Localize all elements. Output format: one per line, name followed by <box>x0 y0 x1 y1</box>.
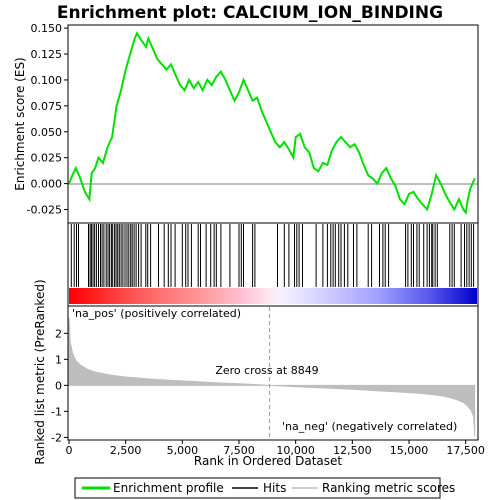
es-y-axis: -0.025 0.000 0.025 0.050 0.075 0.100 0.125 0.15… <box>27 22 68 217</box>
chart-title: Enrichment plot: CALCIUM_ION_BINDING <box>57 3 443 23</box>
x-tick-label: 5,000 <box>167 444 199 457</box>
x-tick-label: 17,500 <box>446 444 485 457</box>
es-plot-frame <box>67 24 479 224</box>
es-y-tick-label: 0.150 <box>31 22 63 35</box>
positive-correlation-label: 'na_pos' (positively correlated) <box>72 307 241 320</box>
hits-panel <box>67 222 479 307</box>
ranking-metric-area <box>68 317 476 437</box>
legend-label-ranking-metric: Ranking metric scores <box>322 481 455 495</box>
es-y-tick-label: 0.075 <box>31 100 63 113</box>
es-panel: -0.025 0.000 0.025 0.050 0.075 0.100 0.125 0.15… <box>27 22 479 224</box>
metric-y-tick-label: 2 <box>55 327 62 340</box>
es-y-tick-label: 0.025 <box>31 152 63 165</box>
metric-y-axis: -2 -1 0 1 2 <box>51 327 68 444</box>
x-axis-title: Rank in Ordered Dataset <box>194 454 342 468</box>
x-axis: 0 2,500 5,000 7,500 10,000 12,500 15,000 17,500 <box>66 440 485 457</box>
zero-cross-annotation: Zero cross at 8849 <box>215 364 318 377</box>
metric-y-axis-title: Ranked list metric (PreRanked) <box>33 279 47 464</box>
rank-color-bar <box>69 288 477 304</box>
metric-plot-frame <box>67 305 479 441</box>
metric-y-tick-label: 0 <box>55 379 62 392</box>
legend: Enrichment profile Hits Ranking metric s… <box>74 477 455 499</box>
es-y-tick-label: 0.125 <box>31 48 63 61</box>
metric-y-tick-label: -1 <box>51 405 62 418</box>
x-tick-label: 7,500 <box>223 444 255 457</box>
x-tick-label: 0 <box>66 444 73 457</box>
metric-panel: -2 -1 0 1 2 Zero cross at 8849 'na_pos' (pos… <box>51 305 479 444</box>
es-y-tick-label: 0.100 <box>31 74 63 87</box>
x-tick-label: 12,500 <box>333 444 372 457</box>
metric-y-tick-label: 1 <box>55 353 62 366</box>
x-tick-label: 10,000 <box>276 444 315 457</box>
legend-label-enrichment-profile: Enrichment profile <box>113 481 224 495</box>
es-y-tick-label: 0.000 <box>31 178 63 191</box>
es-y-tick-label: 0.050 <box>31 126 63 139</box>
negative-correlation-label: 'na_neg' (negatively correlated) <box>282 420 457 433</box>
enrichment-profile-line <box>68 31 476 216</box>
metric-y-tick-label: -2 <box>51 431 62 444</box>
legend-label-hits: Hits <box>263 481 286 495</box>
es-y-axis-title: Enrichment score (ES) <box>13 57 27 190</box>
es-y-tick-label: -0.025 <box>27 204 62 217</box>
hit-marks <box>70 224 475 287</box>
x-tick-label: 15,000 <box>390 444 429 457</box>
x-tick-label: 2,500 <box>110 444 142 457</box>
